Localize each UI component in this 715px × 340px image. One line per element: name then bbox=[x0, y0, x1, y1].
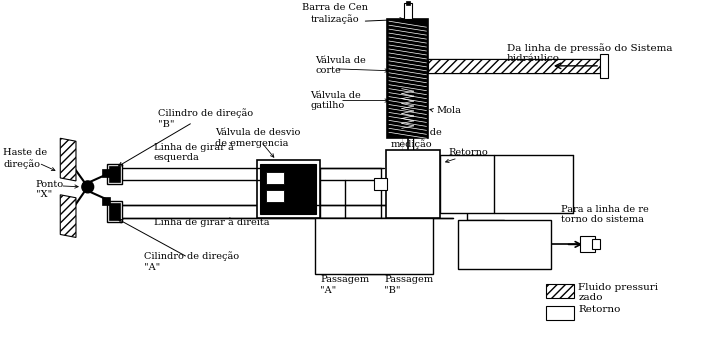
Bar bbox=[107, 164, 122, 184]
Bar bbox=[592, 239, 600, 249]
Text: Válvula de desvio
de emergencia: Válvula de desvio de emergencia bbox=[215, 128, 301, 148]
Text: Mola: Mola bbox=[436, 105, 461, 115]
Text: Cilindro de direção
"B": Cilindro de direção "B" bbox=[159, 108, 254, 129]
Bar bbox=[458, 220, 551, 269]
Text: Retorno: Retorno bbox=[448, 148, 488, 157]
Bar bbox=[600, 54, 608, 78]
Text: Para a linha de re
torno do sistema: Para a linha de re torno do sistema bbox=[561, 205, 649, 224]
Circle shape bbox=[82, 181, 94, 193]
Bar bbox=[102, 169, 110, 177]
Text: Da linha de pressão do Sistema
hidráulico: Da linha de pressão do Sistema hidráulic… bbox=[507, 43, 672, 63]
Text: Válvula de
corte: Válvula de corte bbox=[315, 56, 366, 75]
Bar bbox=[581, 236, 595, 252]
Text: Válvula de
gatilho: Válvula de gatilho bbox=[310, 91, 361, 110]
Text: Linha de girar à direita: Linha de girar à direita bbox=[154, 218, 269, 227]
Text: Haste de
direção: Haste de direção bbox=[4, 148, 47, 169]
Bar bbox=[109, 166, 120, 182]
Bar bbox=[107, 201, 122, 222]
Text: Válvula de
medição: Válvula de medição bbox=[391, 128, 442, 149]
Bar bbox=[109, 203, 120, 220]
Bar bbox=[320, 168, 381, 218]
Bar bbox=[375, 178, 387, 190]
Text: Retorno: Retorno bbox=[578, 305, 621, 314]
Bar bbox=[315, 218, 433, 274]
Bar bbox=[267, 172, 284, 184]
Bar bbox=[260, 164, 317, 214]
Bar bbox=[122, 205, 453, 218]
Bar bbox=[267, 190, 284, 202]
Bar bbox=[387, 19, 428, 138]
Bar bbox=[405, 1, 410, 5]
Bar bbox=[102, 197, 110, 205]
Bar bbox=[440, 155, 494, 212]
Bar bbox=[546, 284, 573, 298]
Text: Passagem
"B": Passagem "B" bbox=[384, 275, 433, 294]
Bar bbox=[404, 3, 412, 19]
Text: Passagem
"A": Passagem "A" bbox=[320, 275, 370, 294]
Text: Ponto
"X": Ponto "X" bbox=[36, 180, 64, 199]
Bar bbox=[546, 306, 573, 320]
Bar bbox=[257, 160, 320, 218]
Polygon shape bbox=[60, 195, 76, 237]
Text: Linha de girar à
esquerda: Linha de girar à esquerda bbox=[154, 142, 233, 163]
Bar bbox=[386, 150, 440, 218]
Bar bbox=[403, 138, 413, 150]
Text: Cilindro de direção
"A": Cilindro de direção "A" bbox=[144, 251, 239, 272]
Text: Barra de Cen
tralização: Barra de Cen tralização bbox=[302, 3, 368, 24]
Polygon shape bbox=[60, 138, 76, 181]
Text: Fluido pressuri
zado: Fluido pressuri zado bbox=[578, 283, 659, 303]
Bar bbox=[428, 59, 600, 73]
